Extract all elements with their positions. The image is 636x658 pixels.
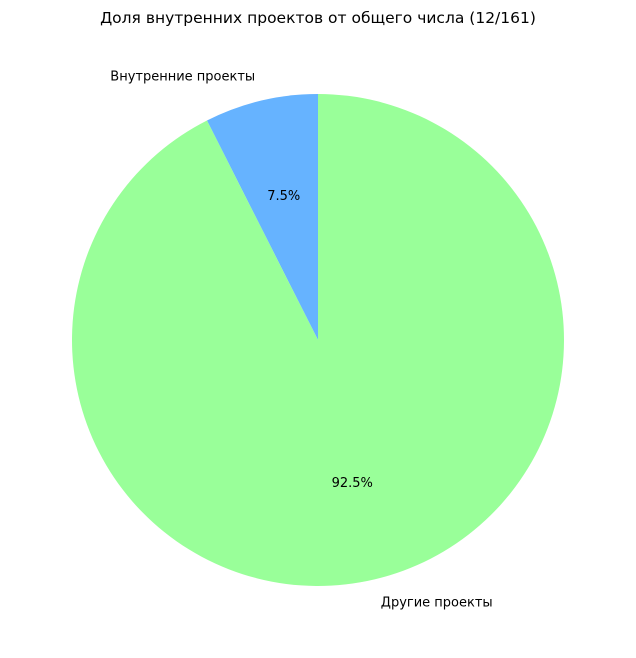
- pie-slice-label: Другие проекты: [381, 596, 493, 611]
- pie-slice: [206, 94, 318, 340]
- pie-percent-label: 92.5%: [332, 476, 373, 491]
- chart-title: Доля внутренних проектов от общего числа…: [100, 9, 536, 27]
- pie-labels: Внутренние проекты 7.5% Другие проекты 92.5…: [110, 69, 492, 610]
- pie-percent-label: 7.5%: [267, 189, 300, 204]
- pie-slices: [72, 94, 565, 586]
- pie-slice: [72, 94, 565, 586]
- pie-slice-label: Внутренние проекты: [110, 69, 255, 84]
